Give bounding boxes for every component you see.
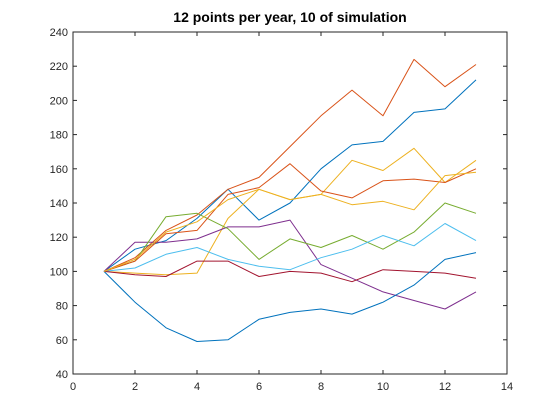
x-tick-label: 14 [501,381,513,393]
x-tick-label: 4 [194,381,200,393]
x-tick-label: 6 [256,381,262,393]
series-line-7 [103,260,477,283]
y-tick-label: 200 [50,95,68,107]
chart-title: 12 points per year, 10 of simulation [173,9,407,25]
ticks-layer: 0 2 4 6 8 10 12 14 40 60 80 100 120 140 160 180 200 220 24… [50,27,513,393]
series-line-9 [103,163,477,272]
y-tick-label: 60 [56,335,68,347]
y-tick-label: 100 [50,266,68,278]
series-layer [103,58,477,342]
x-tick-label: 2 [132,381,138,393]
x-tick-label: 10 [377,381,389,393]
y-tick-label: 220 [50,61,68,73]
y-tick-label: 140 [50,198,68,210]
x-tick-label: 12 [439,381,451,393]
x-tick-label: 0 [70,381,76,393]
y-tick-label: 120 [50,232,68,244]
series-line-2 [103,58,477,272]
series-line-5 [103,202,477,272]
x-tick-label: 8 [318,381,324,393]
y-tick-label: 40 [56,369,68,381]
y-tick-label: 240 [50,27,68,39]
series-line-6 [103,223,477,272]
y-tick-label: 80 [56,301,68,313]
series-line-8 [103,252,477,342]
series-line-10 [103,171,477,272]
series-line-4 [103,219,477,310]
y-tick-label: 180 [50,130,68,142]
series-line-1 [103,79,477,272]
y-tick-label: 160 [50,164,68,176]
